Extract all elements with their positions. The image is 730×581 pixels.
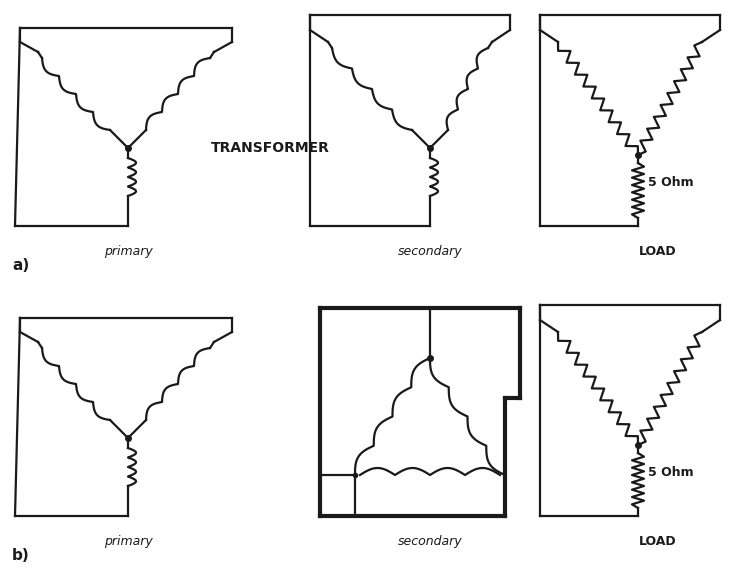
Text: LOAD: LOAD: [639, 245, 677, 258]
Text: secondary: secondary: [398, 535, 462, 548]
Text: b): b): [12, 548, 30, 563]
Text: 5 Ohm: 5 Ohm: [648, 467, 694, 479]
Text: 5 Ohm: 5 Ohm: [648, 177, 694, 189]
Text: LOAD: LOAD: [639, 535, 677, 548]
Text: TRANSFORMER: TRANSFORMER: [210, 141, 329, 155]
Text: secondary: secondary: [398, 245, 462, 258]
Text: primary: primary: [104, 245, 153, 258]
Text: a): a): [12, 258, 29, 273]
Text: primary: primary: [104, 535, 153, 548]
